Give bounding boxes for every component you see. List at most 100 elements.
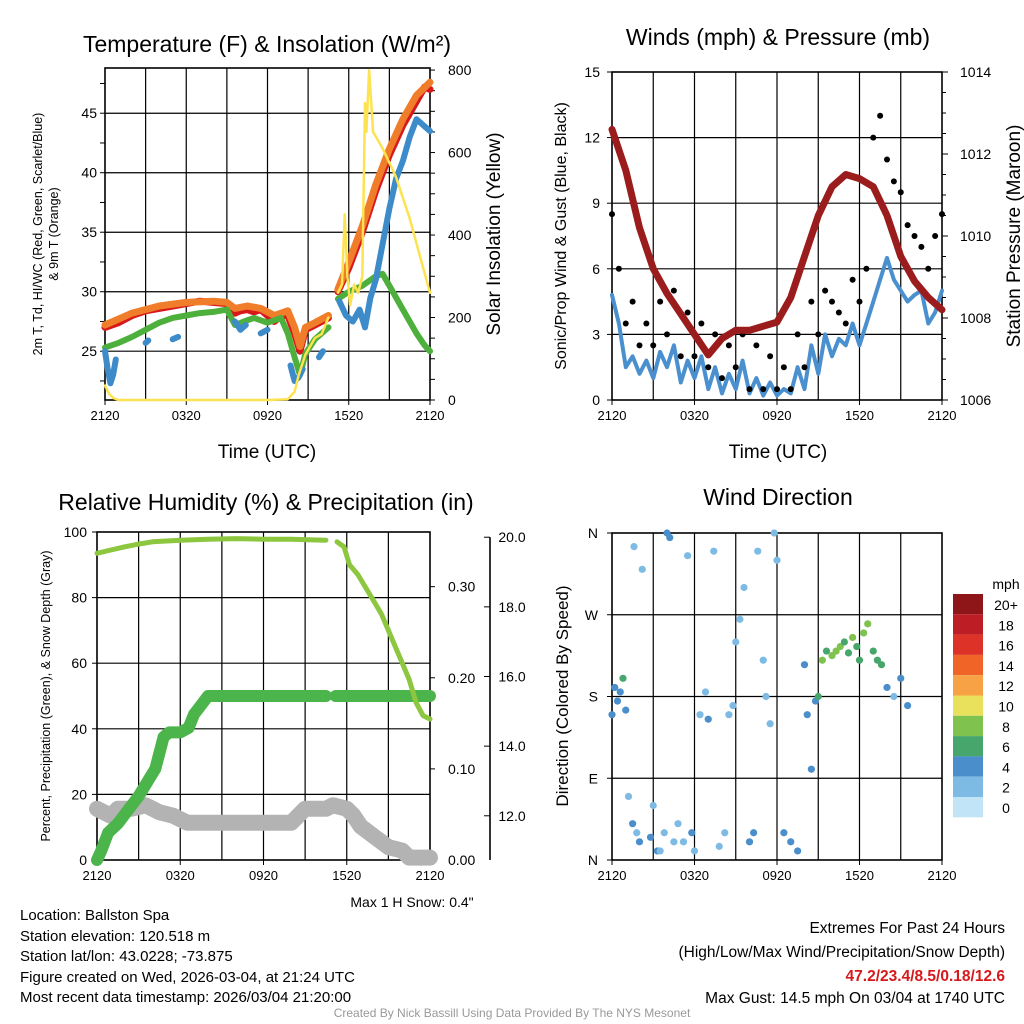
y2-tick-label: 600 [448, 145, 472, 161]
y-axis-label: Percent, Precipitation (Green), & Snow D… [39, 550, 53, 841]
wind-direction-point [759, 656, 767, 664]
colorbar-swatch [953, 736, 983, 757]
y-tick-label: 12 [584, 130, 600, 146]
extremes-subtitle: (High/Low/Max Wind/Precipitation/Snow De… [678, 944, 1006, 961]
gust-point [822, 287, 829, 294]
credit-text: Created By Nick Bassill Using Data Provi… [333, 1006, 691, 1020]
y-tick-label: 30 [81, 284, 97, 300]
y2-tick-label: 0 [448, 392, 456, 408]
latlon-text: Station lat/lon: 43.0228; -73.875 [20, 948, 233, 965]
wind-direction-point [794, 847, 802, 855]
gust-point [856, 298, 863, 305]
y3-tick-label: 12.0 [498, 808, 525, 824]
wind-direction-point [660, 829, 668, 837]
y2-tick-label: 0.30 [448, 579, 475, 595]
wind-direction-point [684, 552, 692, 560]
x-tick-label: 2120 [928, 868, 957, 883]
colorbar-title: mph [992, 576, 1019, 592]
x-tick-label: 0920 [249, 868, 278, 883]
wind-direction-point [844, 649, 853, 657]
y-tick-label: N [588, 852, 598, 868]
wind-direction-point [608, 711, 616, 719]
x-tick-label: 0320 [172, 408, 201, 423]
y3-tick-label: 14.0 [498, 738, 525, 754]
gust-point [932, 233, 939, 239]
extremes-info: Extremes For Past 24 Hours (High/Low/Max… [679, 917, 1006, 1009]
gust-point [884, 156, 890, 163]
x-tick-label: 1520 [845, 408, 874, 423]
y-tick-label: 35 [81, 224, 97, 240]
colorbar-swatch [953, 594, 983, 615]
y-tick-label: W [585, 607, 599, 623]
y-axis-label: Direction (Colored By Speed) [553, 585, 572, 806]
gust-point [664, 331, 670, 338]
colorbar-label: 12 [998, 678, 1014, 694]
series-line-solar-insolation [103, 68, 432, 402]
wind-direction-point [688, 829, 696, 837]
gust-point [615, 265, 622, 272]
colorbar-label: 6 [1002, 739, 1010, 755]
gust-point [753, 342, 760, 349]
x-tick-label: 2120 [598, 408, 627, 423]
gust-point [650, 342, 657, 349]
wind-direction-point [704, 715, 712, 723]
y-tick-label: S [589, 689, 598, 705]
series-line-snow-depth [89, 797, 438, 866]
gust-point [705, 364, 712, 371]
colorbar-label: 4 [1002, 759, 1010, 775]
wind-direction-point [822, 647, 831, 655]
wind-direction-point [630, 543, 638, 551]
y2-tick-label: 400 [448, 227, 472, 243]
gust-point [808, 298, 815, 305]
x-tick-label: 2120 [598, 868, 627, 883]
y3-tick-label: 20.0 [498, 529, 525, 545]
x-tick-label: 0320 [680, 408, 709, 423]
x-tick-label: 2120 [416, 868, 445, 883]
gust-point [719, 375, 725, 382]
gust-point [918, 243, 925, 250]
colorbar-swatch [953, 776, 983, 797]
y-axis-label-2: & 9m T (Orange) [47, 187, 61, 280]
x-axis-label: Time (UTC) [218, 442, 317, 463]
x-tick-label: 1520 [845, 868, 874, 883]
y2-tick-label: 0.00 [448, 852, 475, 868]
wind-direction-point [629, 820, 637, 828]
colorbar-label: 2 [1002, 780, 1010, 796]
y2-tick-label: 0.10 [448, 761, 475, 777]
colorbar-swatch [953, 614, 983, 635]
y3-tick-label: 18.0 [498, 599, 525, 615]
wind-direction-point [619, 674, 627, 682]
y-tick-label: 3 [592, 326, 600, 342]
wind-direction-point [715, 842, 723, 850]
y-tick-label: 20 [71, 786, 87, 802]
colorbar-label: 10 [998, 699, 1014, 715]
y-tick-label: 0 [592, 392, 600, 408]
y2-axis-label: Station Pressure (Maroon) [1004, 125, 1024, 348]
x-tick-label: 2120 [928, 408, 957, 423]
y2-tick-label: 1008 [960, 310, 991, 326]
colorbar-swatch [953, 634, 983, 655]
series-line-9m-t [101, 78, 434, 350]
y-axis-label: Sonic/Prop Wind & Gust (Blue, Black) [553, 102, 570, 370]
wind-direction-point [773, 556, 781, 564]
colorbar-swatch [953, 675, 983, 696]
y-tick-label: 45 [81, 105, 97, 121]
wind-direction-point [638, 565, 646, 573]
gust-point [609, 211, 615, 218]
wind-direction-point [897, 674, 905, 682]
gust-point [870, 134, 877, 141]
wind-direction-point [849, 633, 857, 642]
elevation-text: Station elevation: 120.518 m [20, 927, 211, 945]
y2-tick-label: 0.20 [448, 670, 475, 686]
wind-direction-point [725, 711, 733, 719]
y3-tick-label: 16.0 [498, 669, 525, 685]
gust-point [829, 298, 835, 305]
gust-point [677, 353, 684, 360]
gust-point [712, 331, 719, 338]
gust-point [698, 320, 705, 327]
wind-direction-point [754, 547, 762, 555]
wind-direction-point [690, 847, 699, 855]
colorbar-swatch [953, 756, 983, 777]
y-tick-label: N [588, 525, 598, 541]
